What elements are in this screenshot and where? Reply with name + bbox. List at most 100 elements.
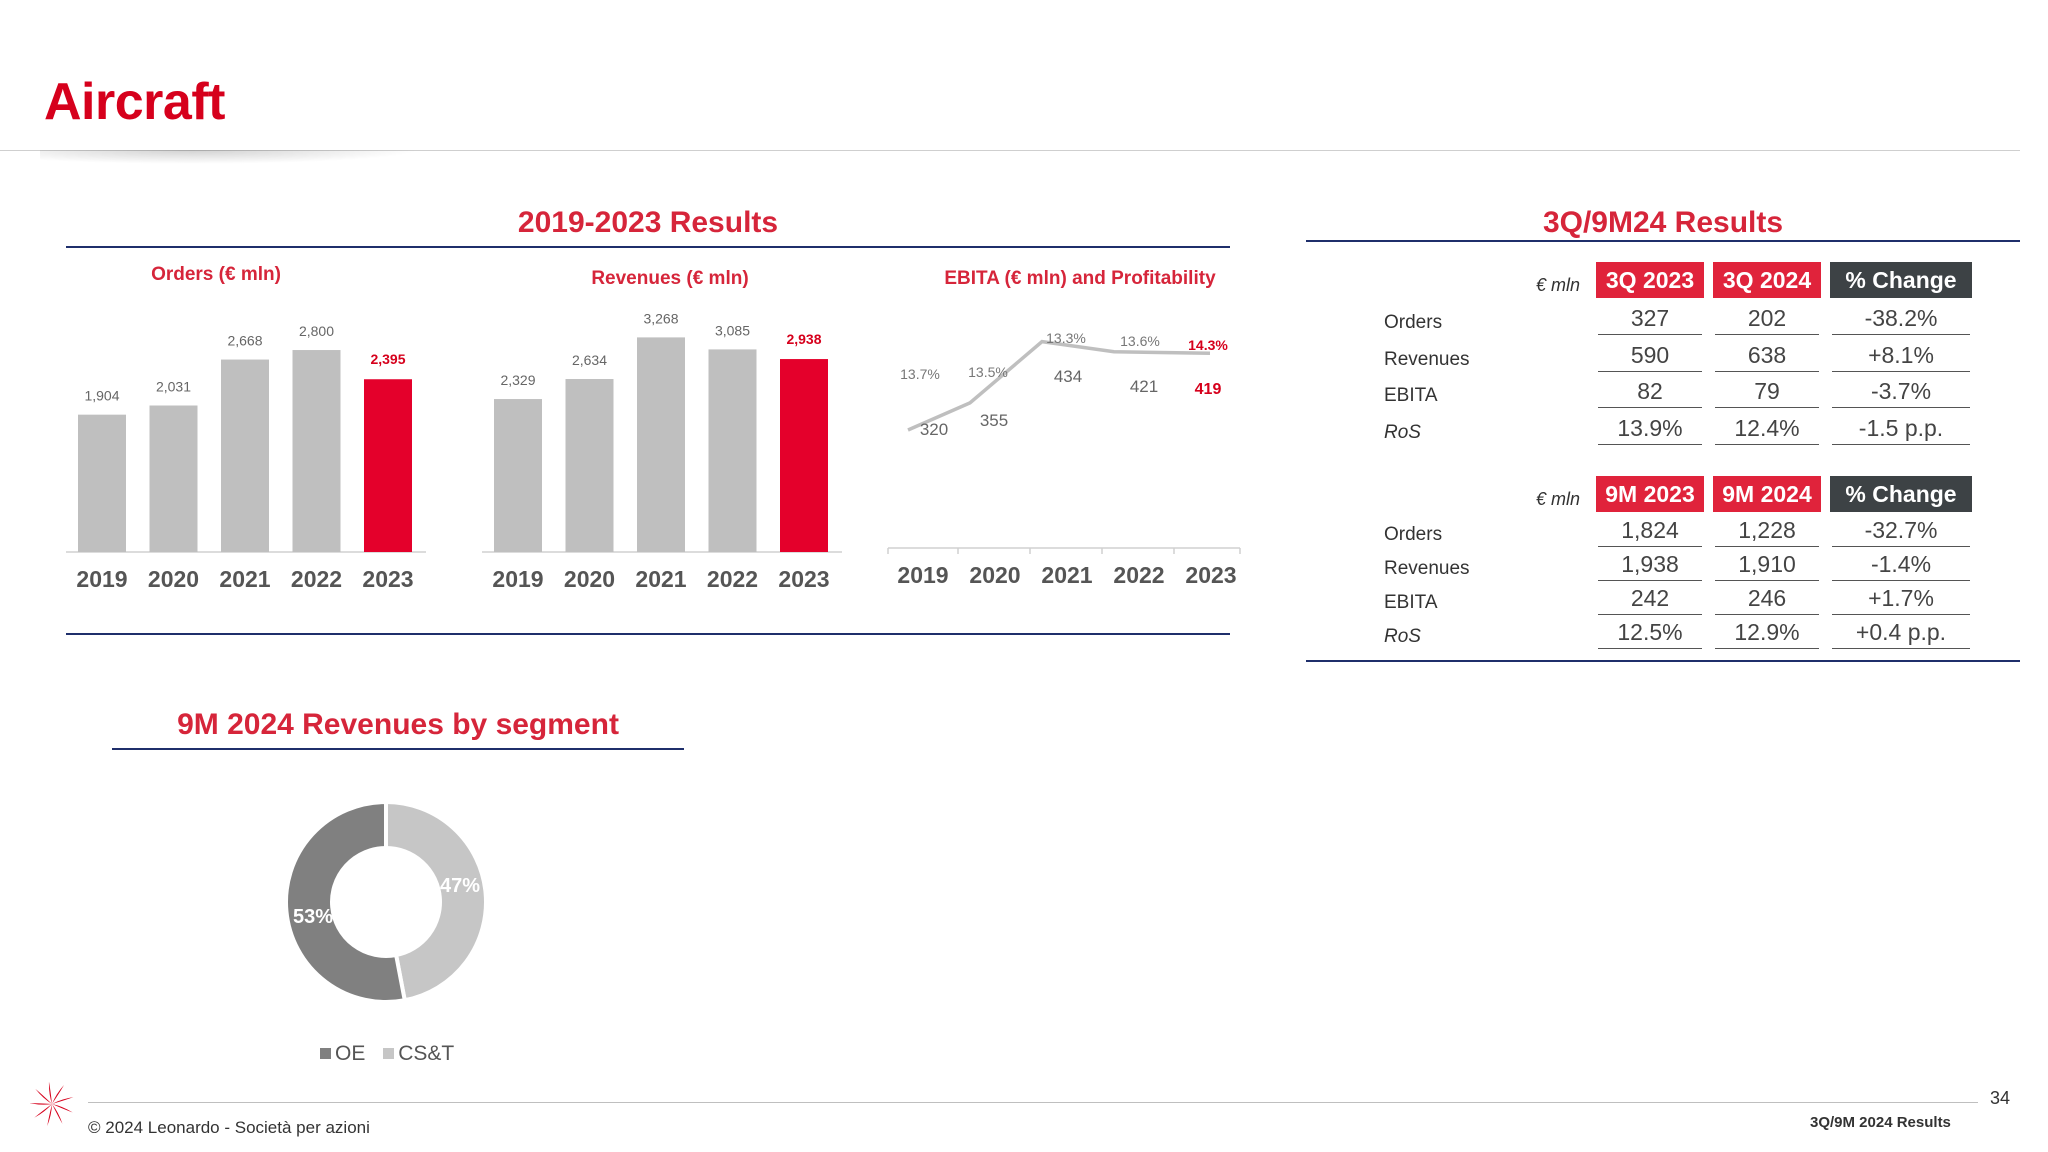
segment-rule [112,748,684,750]
bar-value-label: 2,395 [370,351,405,367]
q-table-unit: € mln [1536,275,1581,295]
results-2019-2023-title: 2019-2023 Results [517,206,779,239]
bar-category-label: 2023 [778,566,829,592]
ebita-value-label: 320 [920,420,948,439]
logo-blade [52,1104,73,1113]
legend-swatch-oe [320,1048,331,1059]
bar-value-label: 2,329 [500,372,535,388]
legend-swatch-cst [383,1048,395,1059]
bar [221,359,269,552]
ros-value-label: 14.3% [1188,337,1228,353]
q-row-label: RoS [1384,421,1421,443]
header-shadow [40,150,420,164]
bar [565,379,614,552]
m-cell: 12.9% [1715,616,1819,649]
ros-value-label: 13.5% [968,364,1008,380]
logo-blade [52,1085,64,1104]
legend-label-cst: CS&T [398,1042,455,1065]
orders-chart-title: Orders (€ mln) [151,264,281,285]
bar [149,405,198,552]
q-cell: -38.2% [1832,302,1970,335]
ebita-chart: 320 13.7% 2019 355 13.5% 2020 434 13.3% 2021 421 1… [887,330,1241,588]
q-row-label: Orders [1384,312,1443,333]
results-3q9m-bottom-rule [1306,660,2020,662]
logo-blade [35,1088,52,1104]
bar-value-label: 2,938 [786,331,821,347]
m-cell: 246 [1715,582,1819,615]
logo-blade [52,1104,63,1124]
bar-category-label: 2022 [291,566,342,592]
header-divider [0,150,2020,151]
footer-divider [88,1102,1978,1103]
ebita-value-label: 419 [1195,381,1222,398]
q-cell: 82 [1598,375,1702,408]
bar [780,359,828,552]
footer-copyright: © 2024 Leonardo - Società per azioni [88,1118,370,1137]
bar-category-label: 2023 [362,566,413,592]
bar-value-label: 2,800 [299,323,334,339]
results-3q9m-title: 3Q/9M24 Results [1542,206,1784,239]
page-number: 34 [1990,1088,2011,1108]
line-category-label: 2020 [969,562,1020,588]
line-category-label: 2019 [897,562,948,588]
results-2019-2023-bottom-rule [66,633,1230,635]
line-category-label: 2022 [1113,562,1164,588]
m-cell: -1.4% [1832,548,1970,581]
m-table-unit: € mln [1536,489,1581,509]
bar-category-label: 2019 [492,566,543,592]
q-cell: 79 [1715,375,1819,408]
logo-blade [47,1104,52,1126]
q-cell: 590 [1598,339,1702,372]
leonardo-logo-icon [30,1082,74,1126]
bar-category-label: 2021 [219,566,270,592]
bar-value-label: 1,904 [84,388,119,404]
bar-category-label: 2019 [76,566,127,592]
ebita-value-label: 434 [1054,367,1082,386]
page-title: Aircraft [44,73,225,131]
results-3q9m-top-rule [1306,240,2020,242]
orders-chart: 1,904 2019 2,031 2020 2,668 2021 2,800 2022 2,39… [66,323,426,592]
revenues-chart-title: Revenues (€ mln) [591,268,749,289]
q-row-label: Revenues [1384,348,1470,370]
q-cell: 327 [1598,302,1702,335]
logo-blade [30,1103,52,1105]
bar-value-label: 2,031 [156,379,191,395]
bar [292,350,341,552]
m-cell: +1.7% [1832,582,1970,615]
ros-value-label: 13.3% [1046,330,1086,346]
donut-slice-cst [384,799,488,1003]
bar [708,349,757,552]
q-cell: 12.4% [1715,412,1819,445]
bar-category-label: 2022 [707,566,758,592]
m-header-change: % Change [1830,476,1972,512]
results-2019-2023-top-rule [66,246,1230,248]
bar-value-label: 2,634 [572,352,607,368]
m-row-label: EBITA [1384,592,1438,613]
m-cell: 1,910 [1715,548,1819,581]
ros-value-label: 13.7% [900,366,940,382]
logo-blade [52,1097,74,1104]
segment-donut-chart: 53% 47% [284,799,488,1004]
segment-title: 9M 2024 Revenues by segment [177,708,619,741]
ebita-value-label: 355 [980,411,1008,430]
line-category-label: 2021 [1041,562,1092,588]
q-header-3q2023: 3Q 2023 [1596,262,1704,298]
ebita-chart-title: EBITA (€ mln) and Profitability [944,268,1216,289]
line-category-label: 2023 [1185,562,1236,588]
bar-value-label: 2,668 [227,333,262,349]
donut-label-oe: 53% [293,906,333,928]
bar-value-label: 3,268 [643,310,678,326]
m-row-label: RoS [1384,626,1421,647]
q-header-change: % Change [1830,262,1972,298]
bar-category-label: 2020 [148,566,199,592]
m-header-9m2023: 9M 2023 [1596,476,1704,512]
legend-label-oe: OE [335,1042,366,1065]
m-cell: +0.4 p.p. [1832,616,1970,649]
segment-legend: OE CS&T [320,1042,454,1066]
m-cell: -32.7% [1832,514,1970,547]
m-cell: 1,938 [1598,548,1702,581]
q-cell: 638 [1715,339,1819,372]
m-cell: 1,824 [1598,514,1702,547]
q-cell: -3.7% [1832,375,1970,408]
q-cell: +8.1% [1832,339,1970,372]
